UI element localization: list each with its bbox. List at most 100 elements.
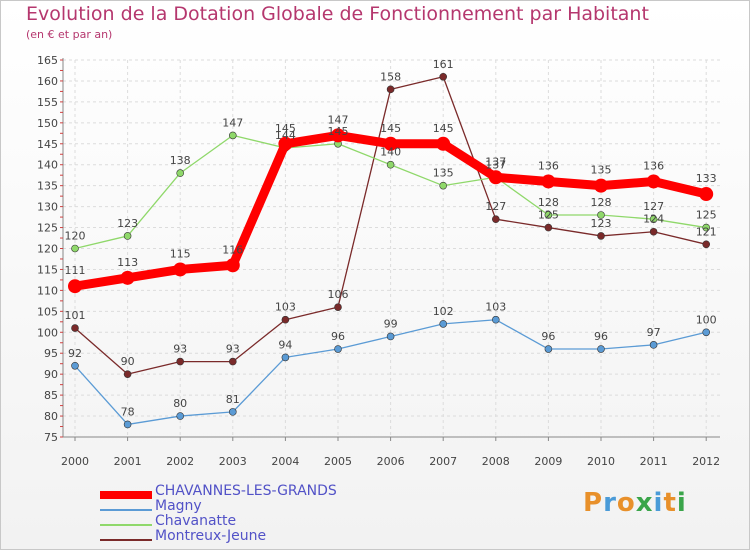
- x-tick-label: 2009: [534, 455, 562, 468]
- data-point: [491, 315, 500, 324]
- chart-subtitle: (en € et par an): [26, 28, 113, 41]
- data-label: 81: [226, 393, 240, 406]
- data-point: [702, 240, 711, 249]
- data-label: 102: [433, 305, 454, 318]
- data-point: [386, 332, 395, 341]
- data-label: 97: [647, 326, 661, 339]
- data-label: 137: [485, 155, 506, 168]
- data-label: 116: [222, 243, 243, 256]
- y-tick-label: 110: [37, 284, 58, 297]
- data-label: 136: [538, 159, 559, 172]
- data-point: [334, 303, 342, 311]
- data-point: [386, 160, 395, 169]
- data-point: [649, 227, 658, 236]
- data-point: [281, 315, 290, 324]
- y-tick-label: 135: [37, 180, 58, 193]
- axes: 75 80 85 90 95 100 105 110 115 120 125 130 135 140 145…: [37, 54, 720, 468]
- data-point: [229, 408, 237, 416]
- data-label: 78: [121, 405, 135, 418]
- data-point: [176, 412, 184, 420]
- data-label: 127: [485, 200, 506, 213]
- data-label: 113: [117, 256, 138, 269]
- data-label: 140: [380, 146, 401, 159]
- data-label: 103: [275, 301, 296, 314]
- data-point: [702, 328, 711, 337]
- x-tick-label: 2004: [271, 455, 299, 468]
- data-point: [491, 215, 500, 223]
- data-label: 135: [433, 167, 454, 180]
- data-point: [383, 136, 398, 151]
- x-tick-label: 2012: [692, 455, 720, 468]
- legend-label-montreux: Montreux-Jeune: [155, 528, 267, 544]
- y-tick-label: 90: [44, 368, 58, 381]
- x-tick-label: 2010: [587, 455, 615, 468]
- data-point: [439, 181, 448, 190]
- data-point: [597, 345, 605, 353]
- x-tick-label: 2008: [482, 455, 510, 468]
- data-point: [334, 345, 342, 353]
- data-label: 80: [173, 397, 187, 410]
- legend-label-magny: Magny: [155, 498, 202, 514]
- data-label: 106: [328, 288, 349, 301]
- x-tick-label: 2005: [324, 455, 352, 468]
- data-label: 96: [331, 330, 345, 343]
- data-point: [225, 258, 240, 273]
- data-point: [544, 345, 553, 353]
- x-tick-label: 2007: [429, 455, 457, 468]
- y-tick-label: 155: [37, 96, 58, 109]
- data-label: 94: [278, 338, 292, 351]
- data-point: [123, 232, 132, 240]
- data-point: [597, 211, 605, 219]
- data-label: 145: [275, 122, 296, 135]
- data-point: [649, 341, 658, 349]
- x-tick-label: 2011: [640, 455, 668, 468]
- chart-title: Evolution de la Dotation Globale de Fonc…: [26, 3, 649, 25]
- legend-swatch-chavannes: [100, 491, 152, 499]
- y-tick-label: 140: [37, 159, 58, 172]
- data-label: 138: [170, 154, 191, 167]
- data-label: 161: [433, 58, 454, 71]
- data-point: [699, 187, 714, 202]
- data-label: 96: [541, 330, 555, 343]
- data-label: 158: [380, 70, 401, 83]
- y-tick-label: 120: [37, 243, 58, 256]
- data-label: 128: [538, 196, 559, 209]
- data-label: 145: [328, 125, 349, 138]
- data-point: [173, 262, 188, 277]
- data-point: [176, 357, 184, 366]
- legend-label-chavanatte: Chavanatte: [155, 513, 237, 529]
- data-label: 137: [485, 158, 506, 171]
- data-point: [594, 178, 608, 193]
- y-tick-label: 150: [37, 117, 58, 130]
- data-label: 128: [591, 196, 612, 209]
- data-label: 99: [384, 317, 398, 330]
- data-label: 127: [643, 200, 664, 213]
- data-point: [120, 270, 135, 285]
- legend-swatch-magny: [100, 509, 152, 511]
- data-point: [229, 131, 237, 140]
- legend-swatch-montreux: [100, 539, 152, 541]
- y-tick-label: 105: [37, 305, 58, 318]
- legend-swatch-chavanatte: [100, 524, 152, 526]
- x-tick-label: 2006: [377, 455, 405, 468]
- data-label: 93: [173, 343, 187, 356]
- y-tick-label: 95: [44, 347, 58, 360]
- data-label: 100: [696, 313, 717, 326]
- data-label: 123: [591, 217, 612, 230]
- data-point: [702, 223, 711, 232]
- data-point: [544, 211, 553, 219]
- data-label: 103: [485, 301, 506, 314]
- data-point: [229, 357, 237, 366]
- data-label: 96: [594, 330, 608, 343]
- data-point: [176, 169, 184, 177]
- data-label: 101: [65, 309, 86, 322]
- data-label: 120: [65, 230, 86, 243]
- proxiti-logo: Proxiti: [583, 488, 687, 518]
- data-label: 145: [433, 122, 454, 135]
- data-point: [278, 136, 293, 151]
- x-tick-label: 2003: [219, 455, 247, 468]
- data-label: 123: [117, 217, 138, 230]
- data-label: 121: [696, 225, 717, 238]
- data-label: 92: [68, 347, 82, 360]
